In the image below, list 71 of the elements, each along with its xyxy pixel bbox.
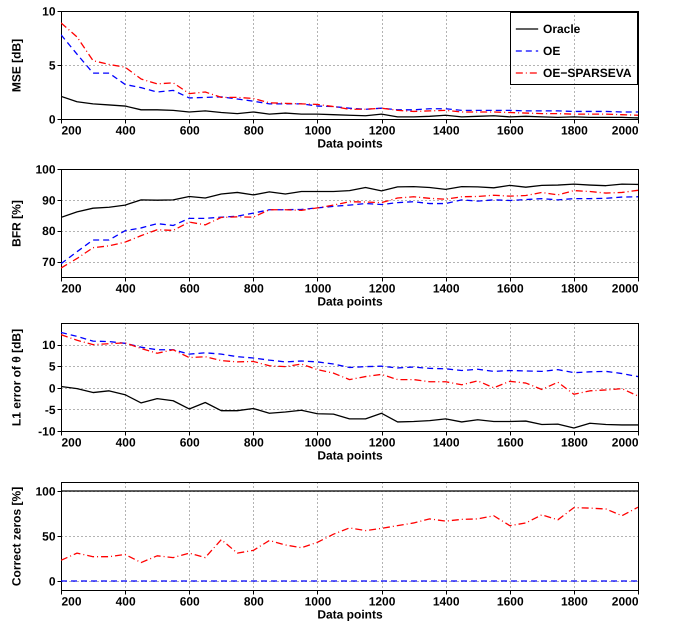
- x-tick-label: 2000: [612, 282, 639, 296]
- y-tick-label: -10: [38, 424, 56, 438]
- x-tick-label: 400: [116, 436, 136, 450]
- y-tick-label: 100: [35, 484, 56, 498]
- x-tick-label: 200: [62, 594, 82, 608]
- x-tick-label: 1400: [432, 282, 460, 296]
- x-tick-label: 2000: [612, 594, 639, 608]
- x-tick-label: 1600: [496, 594, 524, 608]
- y-tick-label: 0: [48, 574, 56, 588]
- x-tick-label: 200: [62, 436, 82, 450]
- x-tick-label: 1600: [496, 124, 524, 138]
- y-tick-label: 10: [42, 338, 56, 352]
- y-tick-label: 0: [48, 381, 56, 396]
- x-tick-label: 800: [244, 436, 264, 450]
- x-tick-label: 800: [244, 282, 264, 296]
- y-axis-title: Correct zeros [%]: [10, 486, 24, 586]
- x-tick-label: 1800: [561, 282, 588, 296]
- y-tick-label: -5: [44, 402, 56, 417]
- line-series: [61, 334, 638, 397]
- x-tick-label: 800: [244, 594, 264, 608]
- line-series: [61, 22, 638, 116]
- x-tick-label: 1000: [304, 282, 332, 296]
- x-tick-label: 1000: [304, 594, 332, 608]
- x-tick-label: 400: [116, 594, 136, 608]
- y-axis-title: L1 error of θ [dB]: [10, 328, 24, 426]
- y-tick-label: 50: [42, 530, 56, 544]
- x-tick-label: 1000: [304, 124, 332, 138]
- x-axis-title: Data points: [317, 448, 383, 462]
- y-tick-label: 5: [48, 58, 56, 72]
- x-tick-label: 1800: [561, 124, 588, 138]
- legend-label: OE: [543, 44, 560, 58]
- x-tick-label: 1400: [432, 436, 460, 450]
- x-tick-label: 200: [62, 282, 82, 296]
- x-tick-label: 200: [62, 124, 82, 138]
- x-tick-label: 1600: [496, 282, 524, 296]
- x-tick-label: 1600: [496, 436, 524, 450]
- x-tick-label: 1200: [368, 282, 396, 296]
- y-tick-label: 5: [48, 360, 56, 374]
- x-tick-label: 600: [180, 124, 200, 138]
- x-axis-title: Data points: [317, 136, 383, 150]
- x-tick-label: 1200: [368, 594, 396, 608]
- y-tick-label: 70: [42, 255, 56, 270]
- y-tick-label: 0: [48, 112, 56, 126]
- x-tick-label: 600: [180, 594, 200, 608]
- x-tick-label: 1200: [368, 436, 396, 450]
- x-tick-label: 1400: [432, 594, 460, 608]
- line-series: [61, 506, 638, 564]
- x-tick-label: 1800: [561, 594, 588, 608]
- y-tick-label: 10: [42, 4, 56, 18]
- y-tick-label: 90: [42, 193, 56, 208]
- x-tick-label: 2000: [612, 436, 639, 450]
- line-series: [61, 34, 638, 113]
- y-axis-title: BFR [%]: [10, 200, 24, 247]
- x-tick-label: 400: [116, 282, 136, 296]
- x-tick-label: 1800: [561, 436, 588, 450]
- y-axis-title: MSE [dB]: [10, 38, 24, 92]
- y-tick-label: 100: [35, 162, 56, 176]
- x-tick-label: 1200: [368, 124, 396, 138]
- x-tick-label: 2000: [612, 124, 639, 138]
- x-tick-label: 600: [180, 436, 200, 450]
- x-axis-title: Data points: [317, 608, 383, 622]
- y-tick-label: 80: [42, 224, 56, 238]
- x-tick-label: 400: [116, 124, 136, 138]
- x-tick-label: 800: [244, 124, 264, 138]
- line-series: [61, 332, 638, 378]
- legend-label: Oracle: [543, 22, 581, 36]
- x-tick-label: 1400: [432, 124, 460, 138]
- x-axis-title: Data points: [317, 294, 383, 308]
- x-tick-label: 600: [180, 282, 200, 296]
- legend-label: OE−SPARSEVA: [543, 66, 632, 80]
- x-tick-label: 1000: [304, 436, 332, 450]
